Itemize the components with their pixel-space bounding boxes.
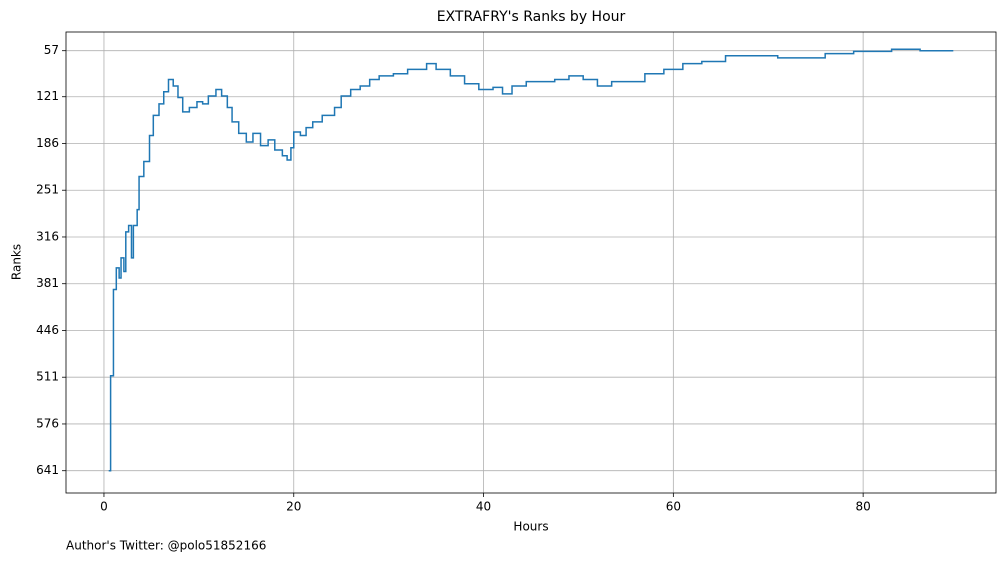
- y-tick-label: 57: [44, 43, 59, 57]
- y-tick-label: 576: [36, 416, 59, 430]
- chart-title: EXTRAFRY's Ranks by Hour: [437, 9, 626, 25]
- x-tick-label: 80: [856, 500, 871, 514]
- x-axis-label: Hours: [513, 520, 548, 534]
- y-tick-label: 446: [36, 323, 59, 337]
- x-tick-label: 60: [666, 500, 681, 514]
- y-tick-label: 641: [36, 463, 59, 477]
- footnote: Author's Twitter: @polo51852166: [66, 539, 266, 553]
- y-axis-label: Ranks: [10, 244, 24, 280]
- y-tick-label: 251: [36, 183, 59, 197]
- plot-frame: [65, 31, 997, 494]
- x-tick-label: 0: [100, 500, 108, 514]
- y-tick-label: 186: [36, 136, 59, 150]
- y-tick-label: 121: [36, 89, 59, 103]
- x-tick-label: 40: [476, 500, 491, 514]
- x-tick-label: 20: [286, 500, 301, 514]
- y-tick-label: 511: [36, 370, 59, 384]
- y-tick-label: 316: [36, 229, 59, 243]
- y-tick-label: 381: [36, 276, 59, 290]
- step-line: [108, 48, 954, 472]
